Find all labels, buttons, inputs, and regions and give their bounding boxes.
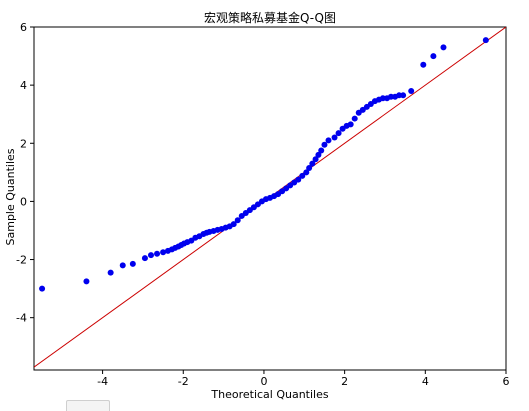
data-point [160, 249, 167, 256]
data-point [335, 130, 342, 137]
data-point [482, 37, 489, 44]
x-tick-label: 6 [503, 375, 510, 388]
data-point [420, 61, 427, 68]
data-point [230, 221, 237, 228]
data-point [331, 134, 338, 141]
data-point [440, 44, 447, 51]
data-point [107, 269, 114, 276]
y-tick-label: 0 [20, 195, 27, 208]
data-point [430, 53, 437, 60]
y-tick-label: -4 [16, 312, 27, 325]
y-axis-label: Sample Quantiles [4, 148, 17, 245]
data-point [303, 169, 310, 176]
y-tick-label: 2 [20, 137, 27, 150]
data-point [309, 160, 316, 167]
data-point [321, 141, 328, 148]
data-point [318, 147, 325, 154]
data-point [299, 172, 306, 179]
data-point [306, 164, 313, 171]
data-point [119, 262, 126, 269]
data-point [347, 121, 354, 128]
data-point [312, 156, 319, 163]
data-point [83, 278, 90, 285]
data-point [351, 115, 358, 122]
data-point [400, 92, 407, 99]
y-tick-label: -2 [16, 254, 27, 267]
data-point [234, 217, 241, 224]
data-point [141, 255, 148, 262]
data-point [154, 250, 161, 257]
x-tick-label: 4 [422, 375, 429, 388]
data-point [147, 252, 154, 259]
data-point [295, 176, 302, 183]
y-tick-label: 6 [20, 21, 27, 34]
y-tick-label: 4 [20, 79, 27, 92]
plot-frame [33, 26, 507, 371]
data-point [315, 151, 322, 158]
x-tick-label: 2 [341, 375, 348, 388]
data-point [39, 285, 46, 292]
x-tick-label: -4 [97, 375, 108, 388]
chart-title: 宏观策略私募基金Q-Q图 [204, 10, 336, 25]
x-tick-label: -2 [178, 375, 189, 388]
plot-area: -4 -2 0 2 4 6 -4 -2 0 2 4 6 [16, 21, 509, 388]
data-point [325, 137, 332, 144]
data-point [408, 87, 415, 94]
x-axis-label: Theoretical Quantiles [210, 388, 328, 401]
data-point [129, 260, 136, 267]
x-tick-label: 0 [260, 375, 267, 388]
